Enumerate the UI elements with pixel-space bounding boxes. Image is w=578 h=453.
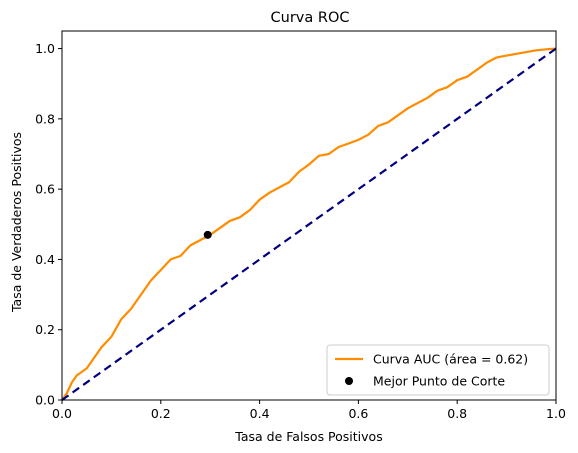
legend-box	[326, 344, 550, 396]
plot-area	[61, 47, 557, 401]
plot-frame	[61, 30, 557, 401]
y-tick-label: 0.2	[35, 322, 55, 337]
legend-marker-swatch	[345, 377, 353, 385]
legend-label: Curva AUC (área = 0.62)	[373, 352, 528, 367]
x-tick-label: 0.0	[52, 406, 72, 421]
y-tick-label: 0.6	[35, 182, 55, 197]
legend-label: Mejor Punto de Corte	[373, 374, 505, 389]
y-tick-label: 0.4	[35, 252, 55, 267]
legend: Curva AUC (área = 0.62) Mejor Punto de Co…	[326, 344, 550, 396]
x-tick-label: 0.6	[348, 406, 368, 421]
best-cutoff-point	[203, 230, 212, 239]
axes: 0.0 0.2 0.4 0.6 0.8 1.0 0.0 0.2 0.4 0.6 0.8 1.0	[35, 30, 566, 421]
x-axis-label: Tasa de Falsos Positivos	[234, 429, 382, 444]
x-tick-label: 1.0	[546, 406, 566, 421]
roc-curve-line	[61, 47, 557, 401]
x-tick-label: 0.4	[250, 406, 270, 421]
y-tick-label: 0.0	[35, 393, 55, 408]
x-tick-label: 0.8	[447, 406, 467, 421]
y-axis-label: Tasa de Verdaderos Positivos	[9, 132, 24, 313]
diagonal-reference-line	[61, 47, 557, 401]
chart-title: Curva ROC	[271, 10, 350, 26]
x-tick-label: 0.2	[151, 406, 171, 421]
y-tick-label: 0.8	[35, 111, 55, 126]
y-tick-label: 1.0	[35, 41, 55, 56]
